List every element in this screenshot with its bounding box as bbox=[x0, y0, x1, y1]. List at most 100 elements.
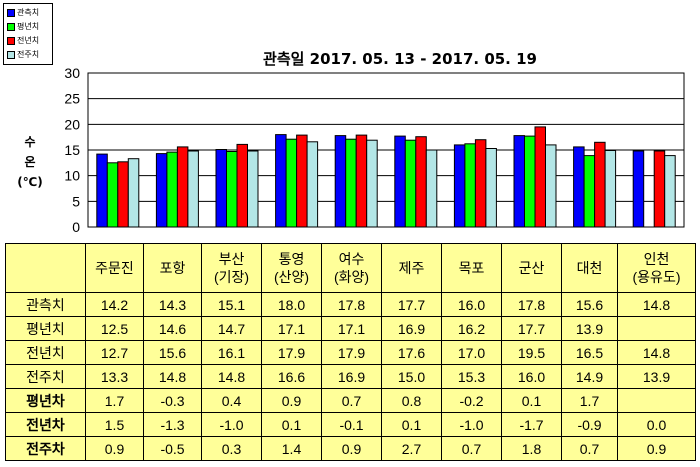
table-cell: 17.8 bbox=[501, 292, 562, 317]
table-cell: 13.3 bbox=[85, 364, 144, 389]
table-cell: -1.7 bbox=[501, 412, 562, 437]
table-cell: 1.4 bbox=[261, 436, 322, 461]
bar bbox=[394, 135, 406, 228]
legend-item: 평년치 bbox=[7, 20, 49, 34]
legend-label: 전년치 bbox=[17, 36, 40, 45]
bar bbox=[117, 161, 129, 228]
table-cell: 0.9 bbox=[617, 436, 696, 461]
bars bbox=[96, 126, 676, 228]
table-row: 전년차 1.5 -1.3 -1.0 0.1 -0.1 0.1 -1.0 -1.7 -0.9 0.0 bbox=[5, 412, 696, 437]
y-tick-label: 30 bbox=[64, 65, 80, 81]
table-cell: 17.6 bbox=[381, 340, 442, 365]
table-cell: -1.0 bbox=[201, 412, 262, 437]
table-cell: -0.1 bbox=[321, 412, 382, 437]
table-cell: 16.2 bbox=[441, 316, 502, 341]
table-cell: 1.7 bbox=[85, 388, 144, 413]
bar bbox=[464, 143, 476, 228]
table-cell: 0.3 bbox=[201, 436, 262, 461]
table-cell: 14.2 bbox=[85, 292, 144, 317]
table-cell: 15.0 bbox=[381, 364, 442, 389]
table-cell: 15.6 bbox=[561, 292, 618, 317]
bar bbox=[334, 135, 347, 228]
bar bbox=[366, 139, 378, 228]
table-cell: 18.0 bbox=[261, 292, 322, 317]
table-cell: 17.8 bbox=[321, 292, 382, 317]
table-cell: 14.3 bbox=[143, 292, 202, 317]
bar bbox=[653, 150, 666, 228]
legend-item: 전주치 bbox=[7, 48, 49, 62]
table-cell: 1.7 bbox=[561, 388, 618, 413]
table-cell: 16.5 bbox=[561, 340, 618, 365]
y-tick-label: 5 bbox=[72, 193, 80, 209]
table-cell: 14.8 bbox=[617, 340, 696, 365]
table-row: 관측치 14.2 14.3 15.1 18.0 17.8 17.7 16.0 17.8 15.6 1… bbox=[5, 292, 696, 317]
table-cell bbox=[617, 388, 696, 413]
table-column-header: 여수 (화양) bbox=[321, 243, 382, 293]
legend-swatch bbox=[7, 51, 15, 59]
table-cell: 17.0 bbox=[441, 340, 502, 365]
bar bbox=[534, 126, 546, 228]
bar bbox=[453, 144, 466, 228]
y-axis-label-line: 온 bbox=[24, 155, 36, 169]
table-cell: 0.8 bbox=[381, 388, 442, 413]
bar bbox=[513, 135, 525, 228]
table-cell: 13.9 bbox=[561, 316, 618, 341]
table-cell: -0.3 bbox=[143, 388, 202, 413]
bar bbox=[632, 150, 645, 228]
table-row-label: 평년치 bbox=[5, 316, 86, 341]
legend-item: 전년치 bbox=[7, 34, 49, 48]
table-cell: 0.4 bbox=[201, 388, 262, 413]
table-cell: 14.7 bbox=[201, 316, 262, 341]
table-column-header: 포항 bbox=[143, 243, 202, 293]
bar bbox=[573, 146, 585, 228]
bar bbox=[127, 158, 140, 228]
y-tick-label: 0 bbox=[72, 219, 80, 235]
legend-swatch bbox=[7, 37, 15, 45]
table-column-header: 부산 (기장) bbox=[201, 243, 262, 293]
plot-frame bbox=[87, 72, 685, 228]
table-cell: -0.9 bbox=[561, 412, 618, 437]
table-row: 평년차 1.7 -0.3 0.4 0.9 0.7 0.8 -0.2 0.1 1.7 bbox=[5, 388, 696, 413]
bar bbox=[96, 153, 108, 228]
y-tick-label: 20 bbox=[64, 116, 80, 132]
table-cell: 0.0 bbox=[617, 412, 696, 437]
table-cell: 12.5 bbox=[85, 316, 144, 341]
table-cell: 0.1 bbox=[501, 388, 562, 413]
table-cell: -0.2 bbox=[441, 388, 502, 413]
table-row-label: 평년차 bbox=[5, 388, 86, 413]
bar bbox=[345, 138, 357, 228]
table-cell: 16.9 bbox=[321, 364, 382, 389]
table-cell: 0.1 bbox=[381, 412, 442, 437]
table-cell: 17.9 bbox=[321, 340, 382, 365]
table-cell: 12.7 bbox=[85, 340, 144, 365]
table-row-label: 관측치 bbox=[5, 292, 86, 317]
bar bbox=[604, 150, 617, 228]
table-cell: 16.1 bbox=[201, 340, 262, 365]
bar bbox=[176, 146, 189, 228]
table-cell: -1.0 bbox=[441, 412, 502, 437]
legend-item: 관측치 bbox=[7, 6, 49, 20]
bar bbox=[594, 141, 606, 228]
table-row-label: 전주치 bbox=[5, 364, 86, 389]
table-cell: 15.1 bbox=[201, 292, 262, 317]
table-column-header: 인천 (용유도) bbox=[617, 243, 696, 293]
table-row: 전주차 0.9 -0.5 0.3 1.4 0.9 2.7 0.7 1.8 0.7 0.9 bbox=[5, 436, 696, 461]
y-tick-label: 10 bbox=[64, 168, 80, 184]
bar bbox=[285, 138, 298, 228]
table-cell: 1.8 bbox=[501, 436, 562, 461]
table-row: 전년치 12.7 15.6 16.1 17.9 17.9 17.6 17.0 19.5 16.5 1… bbox=[5, 340, 696, 365]
legend-label: 전주치 bbox=[17, 50, 40, 59]
bar bbox=[545, 144, 557, 228]
table-cell: 0.7 bbox=[561, 436, 618, 461]
bar bbox=[296, 134, 308, 228]
table-cell: 14.6 bbox=[143, 316, 202, 341]
table-column-header: 주문진 bbox=[85, 243, 144, 293]
table-row: 평년치 12.5 14.6 14.7 17.1 17.1 16.9 16.2 17.7 13.9 bbox=[5, 316, 696, 341]
table-column-header: 제주 bbox=[381, 243, 442, 293]
legend-label: 관측치 bbox=[17, 8, 40, 17]
table-row-label: 전년치 bbox=[5, 340, 86, 365]
table-cell: 17.1 bbox=[261, 316, 322, 341]
table-cell: 19.5 bbox=[501, 340, 562, 365]
legend-label: 평년치 bbox=[17, 22, 40, 31]
legend-swatch bbox=[7, 9, 15, 17]
